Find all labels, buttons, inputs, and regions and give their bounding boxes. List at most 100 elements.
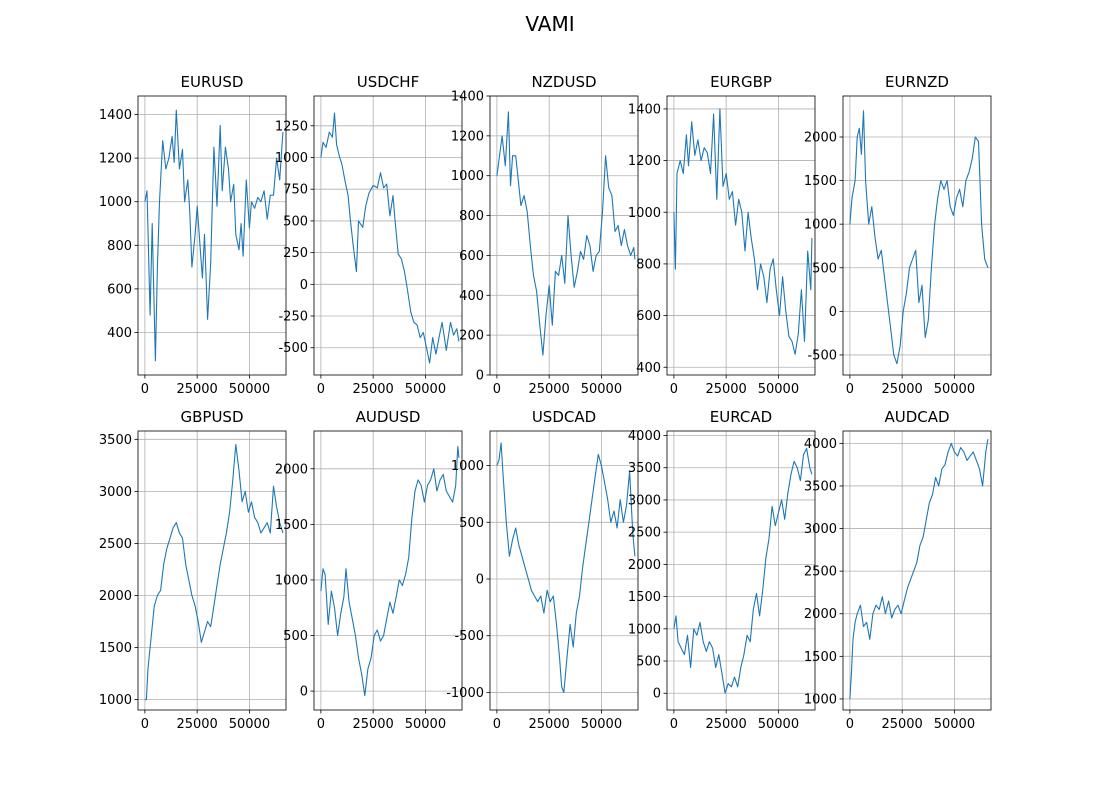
x-tick-label: 0 — [141, 382, 149, 397]
x-tick-label: 50000 — [229, 382, 270, 397]
y-tick-label: 2000 — [628, 558, 661, 573]
y-tick-label: 0 — [653, 687, 661, 702]
axes-frame — [489, 430, 639, 711]
x-tick-label: 50000 — [581, 717, 622, 732]
series-line-nzdusd — [496, 111, 636, 356]
y-tick-label: 2000 — [275, 462, 308, 477]
y-tick-label: 2500 — [99, 537, 132, 552]
y-tick-label: 1250 — [275, 119, 308, 134]
series-line-audusd — [320, 446, 460, 697]
y-tick-label: 250 — [283, 246, 308, 261]
subplot-eurcad: 0 500 1000 1500 2000 2500 3000 3500 4000 0 25000 50… — [628, 408, 816, 732]
y-tick-label: 1000 — [804, 218, 837, 233]
x-tick-label: 25000 — [176, 717, 217, 732]
subplot-title: EURUSD — [181, 73, 244, 91]
y-tick-label: 3500 — [804, 479, 837, 494]
subplot-eurusd: 400 600 800 1000 1200 1400 0 25000 50000 EURUSD — [99, 73, 287, 397]
y-tick-label: 1400 — [99, 108, 132, 123]
y-tick-label: 0 — [300, 685, 308, 700]
y-tick-label: 200 — [459, 329, 484, 344]
x-tick-label: 25000 — [881, 717, 922, 732]
y-tick-label: -500 — [454, 629, 484, 644]
x-tick-label: 0 — [317, 382, 325, 397]
axes-frame — [137, 95, 287, 376]
subplot-gbpusd: 1000 1500 2000 2500 3000 3500 0 25000 50000 GBPUS… — [99, 408, 287, 732]
y-tick-label: 600 — [459, 249, 484, 264]
subplot-title: EURGBP — [710, 73, 772, 91]
subplot-title: GBPUSD — [180, 408, 243, 426]
subplot-title: USDCAD — [532, 408, 596, 426]
y-tick-label: 500 — [283, 214, 308, 229]
series-line-gbpusd — [144, 443, 284, 701]
series-line-audcad — [849, 439, 989, 699]
y-tick-label: 800 — [107, 239, 132, 254]
axes-frame — [313, 95, 463, 376]
y-tick-label: 1500 — [275, 518, 308, 533]
y-tick-label: 1000 — [628, 622, 661, 637]
x-tick-label: 0 — [317, 717, 325, 732]
y-tick-label: 400 — [107, 326, 132, 341]
y-tick-label: 2000 — [804, 607, 837, 622]
y-tick-label: 0 — [476, 573, 484, 588]
subplot-title: AUDUSD — [356, 408, 421, 426]
y-tick-label: -1000 — [446, 686, 484, 701]
y-tick-label: 3000 — [99, 485, 132, 500]
x-tick-label: 25000 — [528, 717, 569, 732]
y-tick-label: 1200 — [99, 152, 132, 167]
y-tick-label: 1500 — [804, 650, 837, 665]
x-tick-label: 0 — [493, 717, 501, 732]
x-tick-label: 25000 — [352, 717, 393, 732]
y-tick-label: 800 — [459, 209, 484, 224]
y-tick-label: 2500 — [628, 526, 661, 541]
y-tick-label: 1500 — [628, 590, 661, 605]
y-tick-label: 1000 — [99, 195, 132, 210]
y-tick-label: 3500 — [99, 433, 132, 448]
x-tick-label: 0 — [493, 382, 501, 397]
subplot-audusd: 0 500 1000 1500 2000 0 25000 50000 AUDUSD — [275, 408, 463, 732]
x-tick-label: 0 — [141, 717, 149, 732]
y-tick-label: 1500 — [804, 174, 837, 189]
x-tick-label: 50000 — [581, 382, 622, 397]
x-tick-label: 25000 — [528, 382, 569, 397]
y-tick-label: -500 — [807, 348, 837, 363]
x-tick-label: 50000 — [405, 382, 446, 397]
x-tick-label: 25000 — [176, 382, 217, 397]
y-tick-label: 2500 — [804, 565, 837, 580]
y-tick-label: 500 — [459, 516, 484, 531]
series-line-usdcad — [496, 442, 636, 693]
y-tick-label: 3000 — [628, 493, 661, 508]
x-tick-label: 50000 — [758, 382, 799, 397]
x-tick-label: 0 — [670, 717, 678, 732]
y-tick-label: 750 — [283, 183, 308, 198]
y-tick-label: 1400 — [451, 90, 484, 105]
axes-frame — [666, 430, 816, 711]
y-tick-label: 1000 — [99, 693, 132, 708]
y-tick-label: 1000 — [275, 151, 308, 166]
y-tick-label: 1000 — [804, 692, 837, 707]
y-tick-label: 1000 — [451, 459, 484, 474]
y-tick-label: 4000 — [628, 429, 661, 444]
y-tick-label: 0 — [476, 369, 484, 384]
y-tick-label: 600 — [636, 309, 661, 324]
subplot-usdchf: -500 -250 0 250 500 750 1000 1250 0 25000 50000 USD… — [275, 73, 463, 397]
axes-frame — [137, 430, 287, 711]
x-tick-label: 50000 — [934, 717, 975, 732]
y-tick-label: 400 — [459, 289, 484, 304]
y-tick-label: 0 — [300, 278, 308, 293]
y-tick-label: 500 — [812, 261, 837, 276]
axes-frame — [489, 95, 639, 376]
axes-frame — [313, 430, 463, 711]
x-tick-label: 25000 — [881, 382, 922, 397]
subplot-title: USDCHF — [357, 73, 419, 91]
x-tick-label: 50000 — [758, 717, 799, 732]
axes-frame — [842, 430, 992, 711]
figure-title: VAMI — [525, 12, 575, 36]
y-tick-label: 1000 — [275, 573, 308, 588]
x-tick-label: 0 — [670, 382, 678, 397]
y-tick-label: 1200 — [628, 154, 661, 169]
x-tick-label: 25000 — [352, 382, 393, 397]
y-tick-label: 3000 — [804, 522, 837, 537]
y-tick-label: 1200 — [451, 129, 484, 144]
y-tick-label: 3500 — [628, 461, 661, 476]
